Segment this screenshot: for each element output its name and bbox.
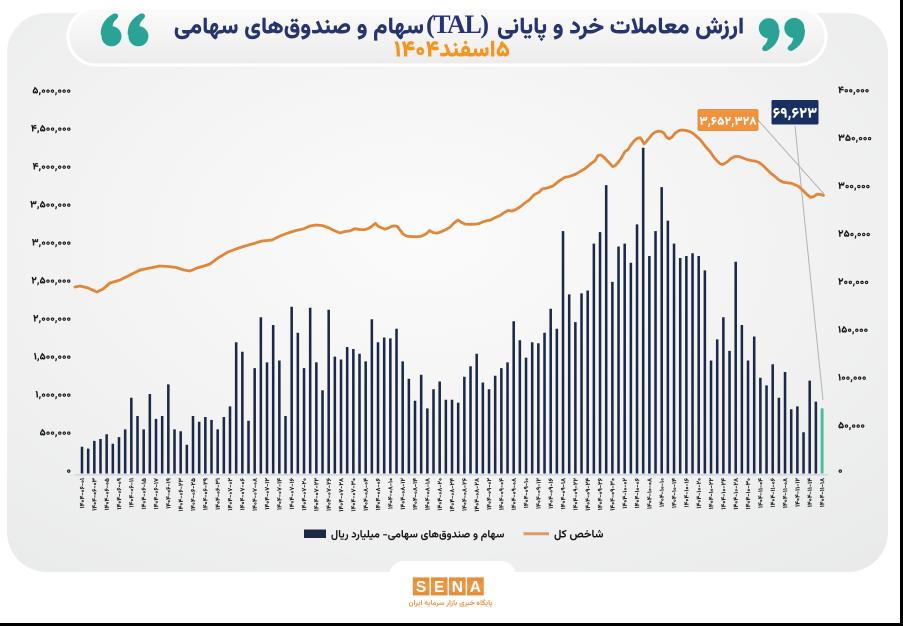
svg-text:E: E [434, 579, 444, 596]
svg-text:A: A [470, 579, 481, 596]
svg-text:N: N [452, 579, 463, 596]
svg-text:(TAL): (TAL) [426, 10, 489, 39]
svg-text:S: S [416, 579, 426, 596]
